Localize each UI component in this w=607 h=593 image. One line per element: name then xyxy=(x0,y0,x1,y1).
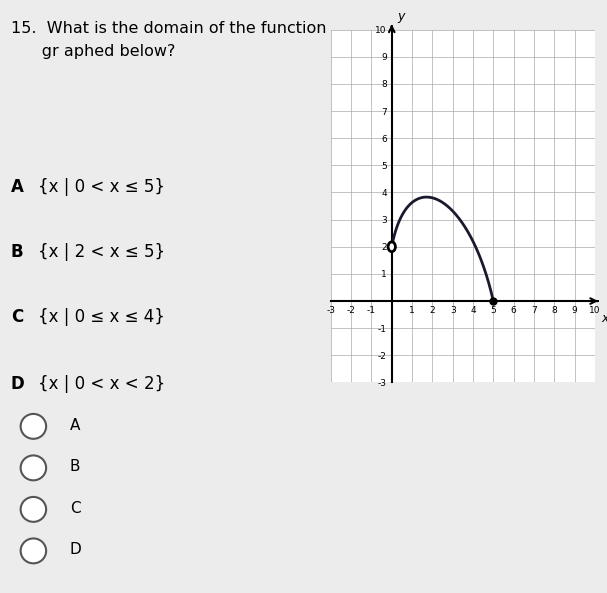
Circle shape xyxy=(388,242,395,251)
Text: 15.  What is the domain of the function: 15. What is the domain of the function xyxy=(11,21,327,36)
Text: x: x xyxy=(602,312,607,325)
Circle shape xyxy=(21,414,46,439)
Circle shape xyxy=(21,455,46,480)
Text: {x | 0 < x < 2}: {x | 0 < x < 2} xyxy=(38,375,166,393)
Text: B: B xyxy=(70,459,80,474)
Text: {x | 0 < x ≤ 5}: {x | 0 < x ≤ 5} xyxy=(38,178,165,196)
Text: A: A xyxy=(11,178,24,196)
Text: B: B xyxy=(11,243,24,261)
Text: {x | 2 < x ≤ 5}: {x | 2 < x ≤ 5} xyxy=(38,243,165,261)
Text: D: D xyxy=(11,375,25,393)
Text: C: C xyxy=(70,500,81,516)
Circle shape xyxy=(21,497,46,522)
Text: gr aphed below?: gr aphed below? xyxy=(11,44,175,59)
Text: y: y xyxy=(397,9,404,23)
Text: D: D xyxy=(70,542,81,557)
Circle shape xyxy=(21,538,46,563)
Text: C: C xyxy=(11,308,23,326)
Text: A: A xyxy=(70,417,80,433)
Text: {x | 0 ≤ x ≤ 4}: {x | 0 ≤ x ≤ 4} xyxy=(38,308,165,326)
